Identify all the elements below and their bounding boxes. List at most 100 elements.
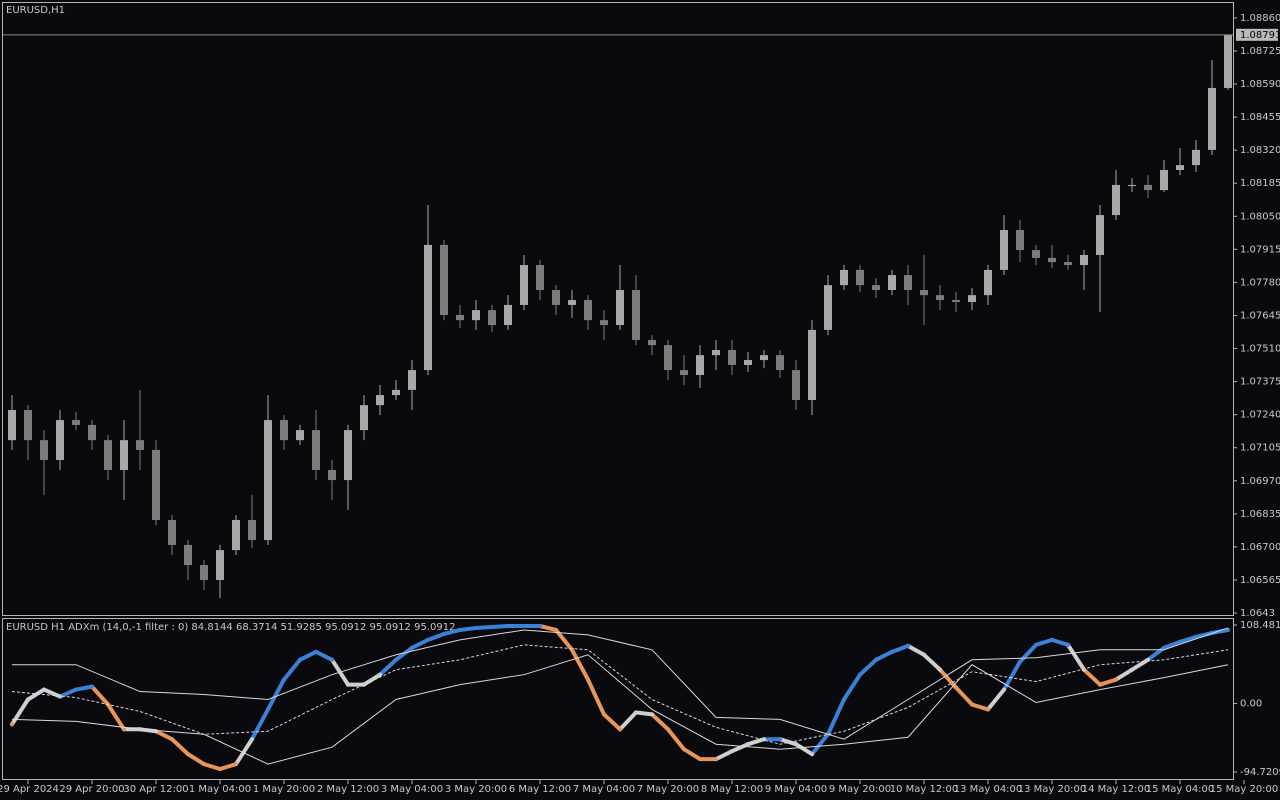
y-tick-label: 108.4811 [1240,620,1280,631]
indicator-line [11,654,1229,765]
adx-point [1098,682,1102,687]
adx-segment [234,737,254,767]
adx-point [698,757,702,762]
x-tick-label: 13 May 04:00 [954,784,1023,795]
x-tick-label: 14 May 12:00 [1082,784,1151,795]
indicator-line [12,627,1229,740]
candle-body [248,519,256,541]
adx-point [378,672,382,677]
candle-body [952,300,960,303]
adx-segment [90,684,110,707]
adx-point [186,752,190,757]
candle-body [1160,170,1168,191]
x-tick-label: 29 Apr 2024 [0,784,59,795]
adx-segment [874,649,894,662]
x-tick-label: 30 Apr 12:00 [123,784,188,795]
adx-segment [746,737,766,747]
adx-point [1114,677,1118,682]
x-tick-label: 3 May 20:00 [445,784,507,795]
x-tick-label: 2 May 12:00 [317,784,379,795]
y-tick-label: 1.06835 [1240,509,1280,520]
adx-point [1162,645,1166,650]
adx-point [474,625,478,630]
adx-point [602,712,606,717]
adx-point [794,742,798,747]
y-tick-label: 1.06970 [1240,476,1280,487]
candle-body [568,300,576,305]
adx-point [266,707,270,712]
x-tick-label: 6 May 12:00 [509,784,571,795]
candle-body [88,424,96,441]
candle-body [184,544,192,566]
adx-segment [426,631,446,642]
candle-body [744,360,752,365]
candle-body [424,244,432,371]
adx-point [1050,637,1054,642]
adx-point [458,627,462,632]
chart-title: EURUSD,H1 [6,5,65,16]
adx-point [122,727,126,732]
adx-point [90,684,94,689]
candle-body [72,420,80,425]
adx-segment [650,712,670,732]
adx-segment [714,749,734,762]
candle-body [1096,215,1104,255]
adx-segment [490,623,510,630]
adx-point [346,682,350,687]
candle-body [600,320,608,326]
candle-body [1000,230,1008,270]
adx-segment [538,623,558,632]
adx-point [730,749,734,754]
adx-point [42,687,46,692]
adx-point [586,677,590,682]
candle-body [392,389,400,396]
candle-body [120,440,128,471]
y-tick-label: 1.08590 [1240,79,1280,90]
adx-point [1194,634,1198,639]
last-price-label: 1.08791 [1240,30,1280,41]
y-tick-label: 1.07375 [1240,377,1280,388]
candle-body [152,449,160,520]
x-tick-label: 7 May 20:00 [637,784,699,795]
adx-point [1226,627,1230,632]
candle-body [872,285,880,291]
candle-body [1208,87,1216,150]
candle-body [168,519,176,545]
adx-segment [202,762,222,772]
adx-segment [282,657,302,682]
y-tick-label: 1.0643 [1240,608,1275,619]
candle-body [840,269,848,286]
candle-body [104,440,112,471]
adx-point [986,707,990,712]
adx-point [1034,642,1038,647]
candle-body [760,355,768,361]
adx-point [314,649,318,654]
candle-body [216,550,224,580]
adx-segment [666,727,686,752]
adx-segment [570,647,590,682]
adx-segment [1114,667,1134,682]
adx-segment [586,677,606,717]
candle-body [408,370,416,390]
adx-point [666,727,670,732]
adx-point [426,637,430,642]
adx-point [714,757,718,762]
candle-body [1080,254,1088,266]
candle-body [808,329,816,400]
candle-body [136,440,144,450]
adx-point [858,672,862,677]
y-tick-label: 1.08050 [1240,211,1280,222]
candle-body [696,355,704,375]
adx-segment [1098,677,1118,687]
candle-body [1176,165,1184,171]
adx-segment [298,649,318,662]
adx-point [890,649,894,654]
adx-segment [26,687,46,702]
adx-point [154,729,158,734]
y-tick-label: -94.7209 [1240,767,1280,778]
x-tick-label: 10 May 12:00 [890,784,959,795]
adx-segment [106,702,126,732]
candle-body [232,519,240,551]
adx-point [874,657,878,662]
candle-body [632,290,640,340]
